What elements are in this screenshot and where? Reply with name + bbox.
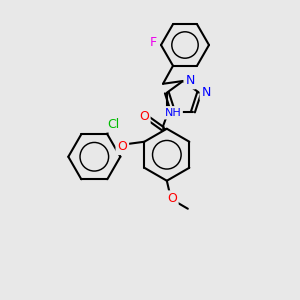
Text: N: N xyxy=(185,74,195,88)
Text: Cl: Cl xyxy=(107,118,119,131)
Text: F: F xyxy=(149,37,157,50)
Text: NH: NH xyxy=(164,108,181,118)
Text: O: O xyxy=(167,192,177,205)
Text: O: O xyxy=(117,140,127,153)
Text: O: O xyxy=(139,110,149,123)
Text: N: N xyxy=(202,86,211,99)
